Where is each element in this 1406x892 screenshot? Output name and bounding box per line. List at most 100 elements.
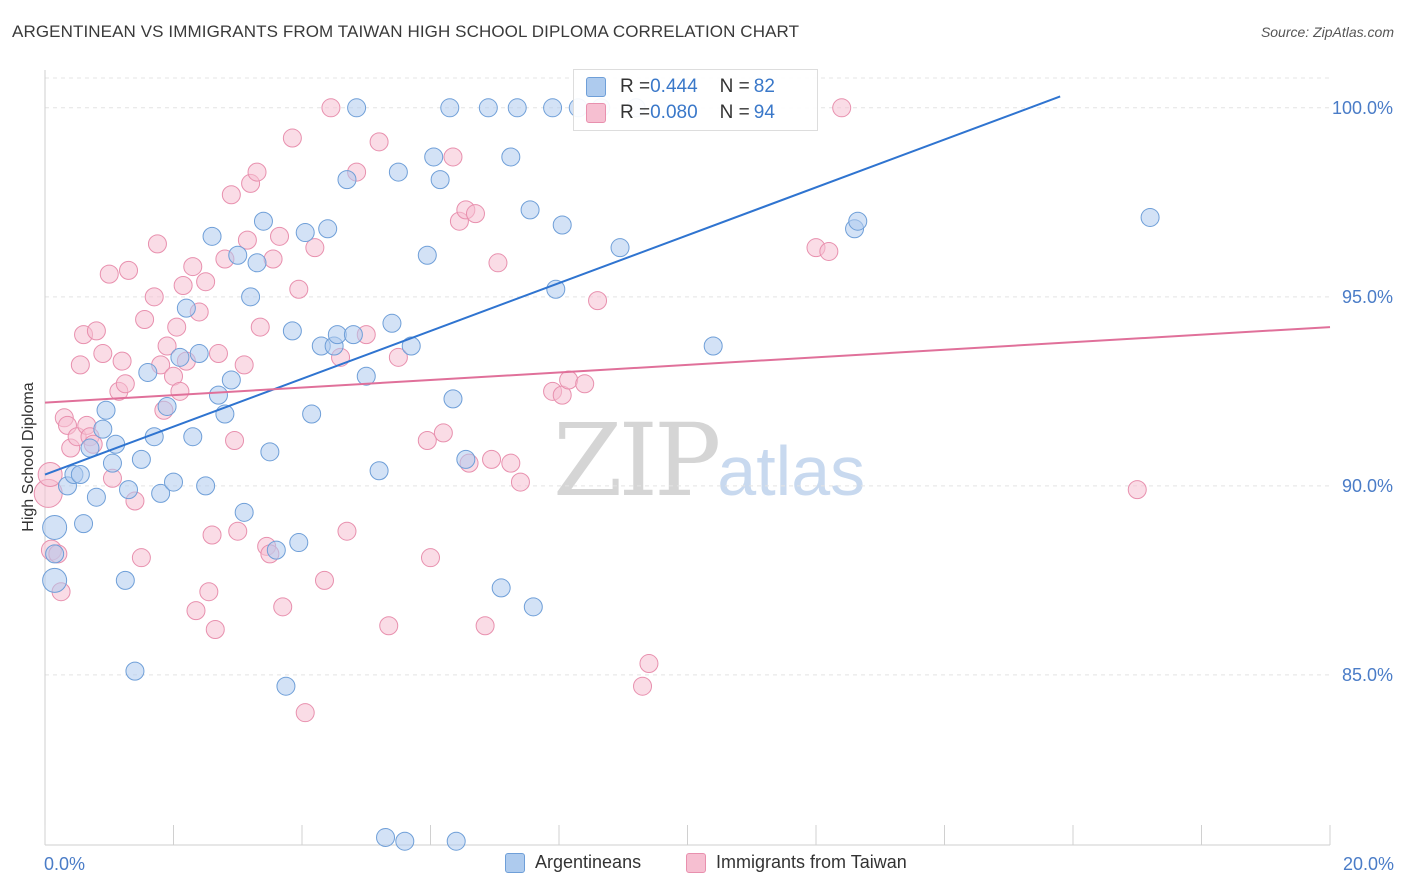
taiwan-point	[208, 344, 228, 364]
taiwan-point	[465, 204, 485, 224]
taiwan-point	[119, 260, 139, 280]
taiwan-point	[443, 147, 463, 167]
taiwan-point	[228, 521, 248, 541]
taiwan-point	[93, 344, 113, 364]
argentinean-point	[552, 215, 572, 235]
argentinean-point	[234, 502, 254, 522]
taiwan-trendline	[44, 326, 1331, 404]
argentinean-point	[376, 827, 396, 847]
taiwan-point	[167, 317, 187, 337]
argentinean-point	[241, 287, 261, 307]
argentinean-point	[183, 427, 203, 447]
argentinean-point	[266, 540, 286, 560]
taiwan-point	[501, 453, 521, 473]
taiwan-point	[225, 430, 245, 450]
argentinean-point	[202, 226, 222, 246]
argentinean-point	[302, 404, 322, 424]
taiwan-point	[421, 548, 440, 568]
taiwan-point	[321, 98, 341, 118]
taiwan-point	[819, 241, 839, 261]
argentinean-point	[543, 98, 563, 118]
inset-r-value: 0.444	[650, 76, 698, 97]
x-tick-label: 20.0%	[1343, 854, 1394, 874]
argentinean-point	[417, 245, 437, 265]
argentinean-point	[228, 245, 248, 265]
argentinean-point	[520, 200, 540, 220]
argentinean-point	[703, 336, 723, 356]
inset-legend-row-argentineans: R = 0.444 N = 82	[586, 74, 775, 100]
taiwan-point	[234, 355, 254, 375]
taiwan-point	[559, 370, 579, 390]
taiwan-point	[237, 230, 257, 250]
taiwan-point	[170, 381, 190, 401]
inset-r-label: R =	[620, 76, 651, 97]
argentinean-point	[318, 219, 338, 239]
argentinean-point	[42, 514, 68, 540]
argentinean-point	[253, 211, 273, 231]
argentinean-point	[478, 98, 498, 118]
taiwan-point	[305, 238, 325, 258]
argentinean-point	[86, 487, 106, 507]
taiwan-point	[135, 310, 155, 330]
argentinean-point	[138, 362, 158, 382]
y-axis-title: High School Diploma	[20, 382, 37, 532]
argentinean-point	[170, 347, 190, 367]
inset-n-label: N =	[719, 76, 750, 97]
taiwan-point	[70, 355, 90, 375]
argentinean-point	[45, 544, 65, 564]
taiwan-point	[199, 582, 219, 602]
taiwan-point	[433, 423, 453, 443]
argentinean-point	[395, 831, 415, 851]
taiwan-point	[417, 430, 437, 450]
argentinean-point	[74, 514, 94, 534]
inset-legend-row-taiwan: R = 0.080 N = 94	[586, 100, 775, 126]
argentinean-point	[446, 831, 466, 851]
taiwan-point	[202, 525, 222, 545]
legend-label-taiwan: Immigrants from Taiwan	[716, 852, 907, 872]
argentinean-point	[289, 533, 309, 553]
taiwan-point	[173, 275, 193, 295]
argentinean-point	[276, 676, 296, 696]
taiwan-point	[510, 472, 530, 492]
taiwan-point	[379, 616, 399, 636]
argentinean-point	[507, 98, 527, 118]
argentinean-point	[102, 453, 122, 473]
taiwan-point	[250, 317, 270, 337]
argentinean-point	[93, 419, 113, 439]
taiwan-point	[639, 654, 659, 674]
y-tick-label: 85.0%	[1342, 665, 1393, 685]
taiwan-point	[369, 132, 389, 152]
argentinean-point	[96, 400, 116, 420]
argentinean-point	[131, 449, 151, 469]
source-credit: Source: ZipAtlas.com	[1260, 24, 1394, 40]
argentinean-point	[382, 313, 402, 333]
argentinean-point	[80, 438, 100, 458]
argentinean-point	[42, 567, 68, 593]
argentinean-point	[337, 170, 357, 190]
argentinean-point	[260, 442, 280, 462]
taiwan-point	[633, 676, 653, 696]
taiwan-point	[147, 234, 167, 254]
taiwan-point	[475, 616, 495, 636]
inset-n-value: 82	[753, 76, 775, 97]
taiwan-point	[388, 347, 408, 367]
taiwan-point	[205, 620, 225, 640]
legend-swatch-pink	[686, 852, 706, 873]
legend-item-argentineans[interactable]: Argentineans	[505, 852, 641, 873]
argentinean-point	[401, 336, 421, 356]
taiwan-point	[196, 272, 216, 292]
taiwan-point	[832, 98, 852, 118]
argentinean-point	[70, 465, 90, 485]
argentinean-point	[247, 253, 267, 273]
legend-item-taiwan[interactable]: Immigrants from Taiwan	[686, 852, 907, 873]
argentinean-point	[196, 476, 216, 496]
inset-legend: R = 0.444 N = 82 R = 0.080 N = 94	[573, 69, 818, 131]
argentinean-point	[848, 211, 868, 231]
taiwan-point	[221, 185, 241, 205]
argentinean-point	[282, 321, 302, 341]
argentinean-point	[491, 578, 511, 598]
argentinean-point	[119, 480, 139, 500]
taiwan-point	[263, 249, 283, 269]
taiwan-point	[157, 336, 177, 356]
